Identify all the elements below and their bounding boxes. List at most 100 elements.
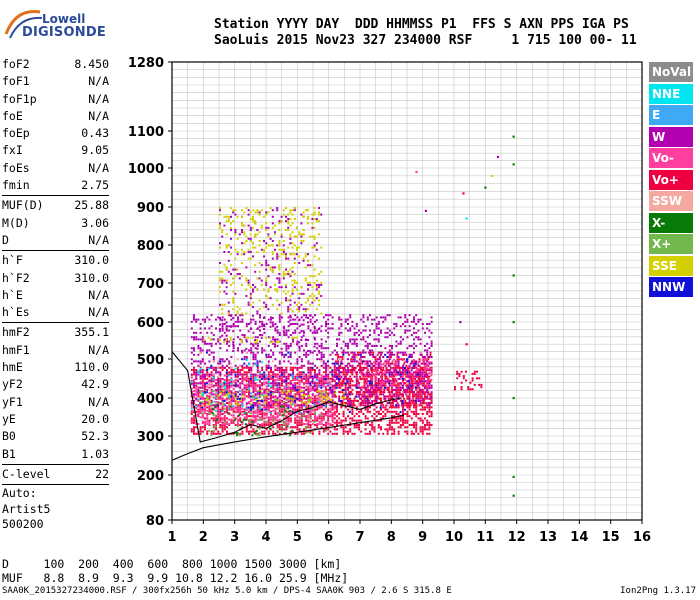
data-point — [421, 399, 424, 402]
data-point — [292, 399, 295, 401]
data-point — [267, 424, 270, 426]
data-point — [391, 410, 393, 413]
data-point — [353, 327, 356, 330]
data-point — [366, 395, 369, 398]
data-point — [240, 339, 243, 341]
data-point — [197, 372, 200, 375]
data-point — [392, 397, 395, 400]
data-point — [291, 253, 294, 256]
data-point — [278, 388, 281, 391]
data-point — [252, 246, 254, 249]
data-point — [223, 428, 226, 431]
data-point — [249, 328, 252, 330]
data-point — [424, 349, 426, 352]
data-point — [353, 358, 356, 361]
data-point — [270, 414, 272, 417]
data-point — [398, 367, 401, 369]
data-point — [340, 419, 343, 422]
data-point — [210, 432, 213, 435]
data-point — [197, 373, 200, 376]
data-point — [278, 303, 281, 306]
data-point — [234, 248, 237, 251]
data-point — [206, 371, 209, 374]
data-point — [206, 423, 209, 425]
data-point — [417, 336, 420, 339]
data-point — [373, 391, 376, 393]
data-point — [349, 386, 352, 389]
data-point — [285, 329, 288, 332]
data-point — [358, 353, 360, 356]
data-point — [369, 334, 371, 336]
data-point — [406, 365, 409, 368]
data-point — [397, 360, 400, 363]
data-point — [338, 375, 341, 378]
data-point — [430, 340, 433, 343]
data-point — [318, 273, 320, 275]
data-point — [382, 320, 385, 323]
data-point — [386, 380, 389, 383]
data-point — [325, 367, 327, 369]
data-point — [274, 421, 277, 424]
data-point — [307, 385, 310, 388]
data-point — [381, 375, 384, 378]
data-point — [254, 416, 257, 419]
data-point — [417, 318, 420, 321]
data-point — [261, 349, 264, 352]
data-point — [294, 318, 297, 321]
data-point — [283, 417, 286, 420]
data-point — [341, 362, 344, 365]
data-point — [292, 369, 294, 371]
data-point — [347, 393, 349, 396]
data-point — [300, 222, 303, 225]
data-point — [345, 395, 348, 398]
data-point — [245, 339, 248, 341]
data-point — [369, 342, 371, 345]
data-point — [428, 428, 431, 431]
data-point — [360, 356, 363, 358]
data-point — [241, 393, 244, 396]
data-point — [418, 375, 421, 378]
data-point — [387, 369, 390, 372]
data-point — [261, 392, 264, 395]
data-point — [380, 388, 382, 391]
data-point — [199, 386, 202, 389]
data-point — [248, 432, 250, 435]
data-point — [278, 418, 281, 421]
data-point — [298, 366, 301, 369]
data-point — [428, 410, 431, 413]
data-point — [377, 413, 380, 415]
data-point — [380, 397, 382, 400]
data-point — [371, 353, 374, 356]
data-point — [374, 395, 377, 398]
data-point — [333, 407, 336, 410]
data-point — [311, 297, 314, 300]
data-point — [305, 401, 308, 403]
data-point — [303, 394, 306, 397]
data-point — [325, 375, 327, 378]
data-point — [289, 237, 292, 240]
data-point — [314, 409, 316, 412]
data-point — [212, 384, 215, 387]
data-point — [340, 426, 343, 429]
data-point — [274, 396, 277, 399]
data-point — [304, 209, 307, 212]
data-point — [300, 235, 303, 238]
data-point — [417, 370, 420, 372]
data-point — [307, 218, 309, 220]
data-point — [287, 420, 290, 423]
data-point — [329, 353, 332, 356]
data-point — [308, 399, 310, 401]
data-point — [281, 366, 283, 369]
data-point — [355, 338, 358, 341]
data-point — [365, 378, 368, 380]
data-point — [243, 391, 246, 393]
data-point — [355, 391, 358, 393]
data-point — [395, 400, 398, 402]
data-point — [204, 342, 206, 345]
data-point — [248, 380, 250, 383]
data-point — [347, 395, 349, 398]
data-point — [267, 373, 270, 376]
data-point — [369, 351, 371, 354]
data-point — [197, 370, 200, 372]
data-point — [228, 418, 231, 421]
